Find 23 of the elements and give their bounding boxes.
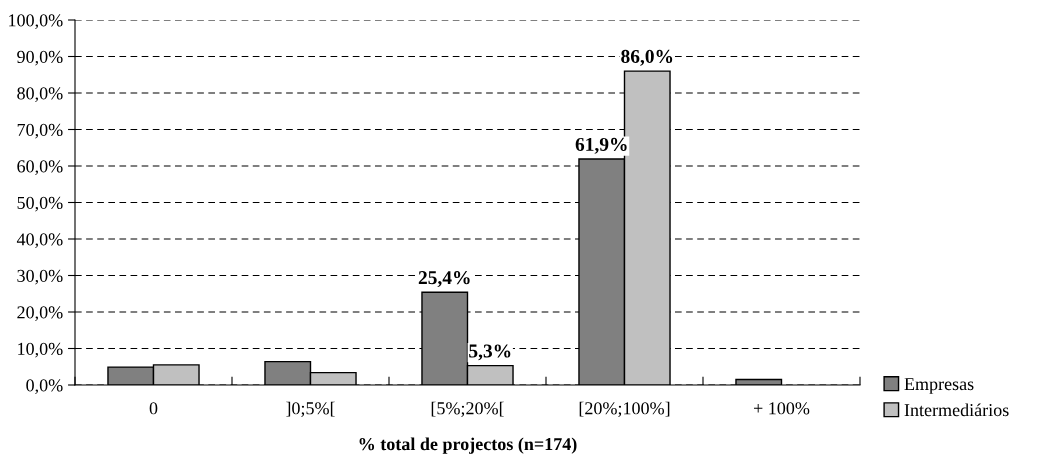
x-tick-label: [20%;100%] xyxy=(579,401,670,417)
x-tick-label: [5%;20%[ xyxy=(431,401,504,417)
y-tick-label: 60,0% xyxy=(17,160,63,176)
y-tick-label: 70,0% xyxy=(17,123,63,139)
y-tick-label: 90,0% xyxy=(17,50,63,66)
x-tick-label: ]0;5%[ xyxy=(286,401,335,417)
y-tick-label: 40,0% xyxy=(16,233,63,249)
legend-label: Intermediários xyxy=(904,403,1009,417)
y-tick-label: 30,0% xyxy=(17,269,63,285)
y-tick-label: 20,0% xyxy=(17,306,63,322)
y-tick-label: 0,0% xyxy=(26,379,63,395)
y-tick-label: 80,0% xyxy=(17,87,63,103)
data-label: 61,9% xyxy=(575,137,627,154)
y-tick-label: 10,0% xyxy=(18,342,63,358)
y-tick-label: 100,0% xyxy=(9,14,63,30)
legend-label: Empresas xyxy=(904,378,974,394)
y-tick-label: 50,0% xyxy=(17,196,63,212)
x-tick-label: + 100% xyxy=(753,402,810,415)
x-axis-title: % total de projectos (n=174) xyxy=(359,437,577,454)
data-label: 86,0% xyxy=(621,49,673,66)
data-label: 25,4% xyxy=(418,271,470,287)
x-tick-label: 0 xyxy=(149,402,158,415)
data-label: 5,3% xyxy=(469,344,511,361)
